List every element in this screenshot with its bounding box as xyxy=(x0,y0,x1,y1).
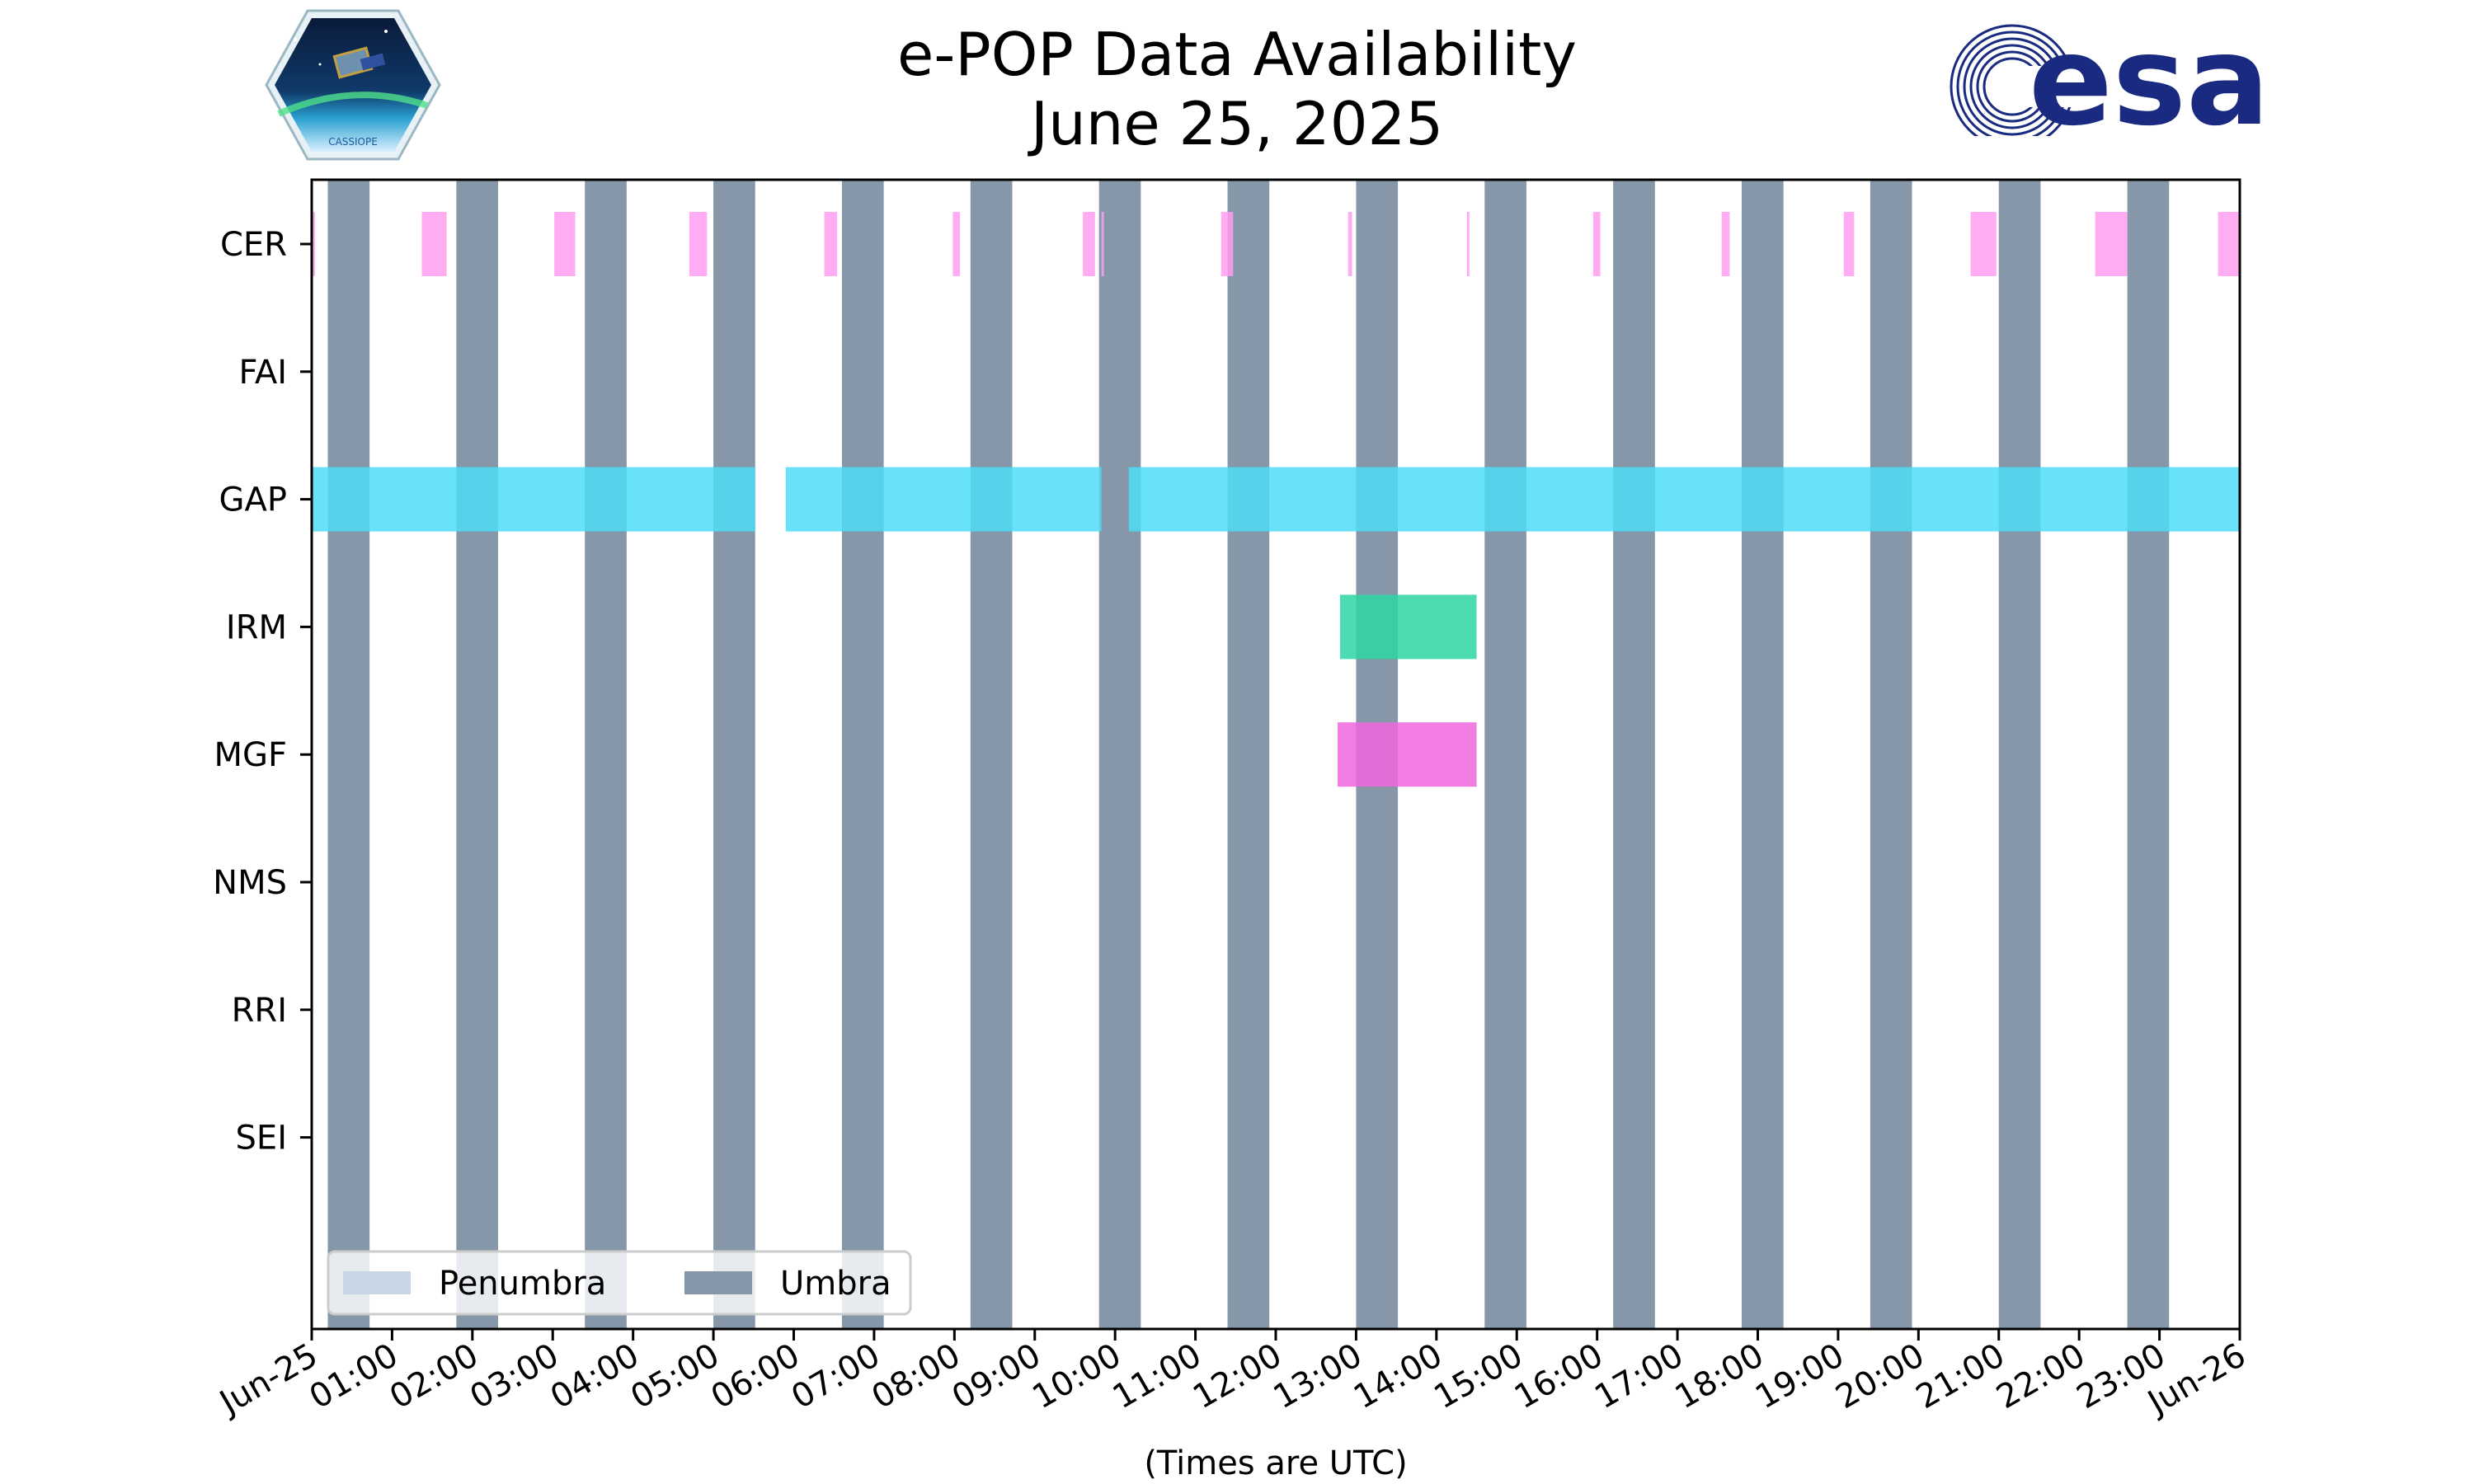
availability-bar-cer xyxy=(952,212,961,276)
cassiope-text: CASSIOPE xyxy=(328,136,378,148)
y-tick-label: MGF xyxy=(214,736,287,774)
x-tick-label: 05:00 xyxy=(624,1336,726,1416)
availability-bar-cer xyxy=(1348,212,1352,276)
x-tick-label: 22:00 xyxy=(1990,1336,2091,1416)
y-tick-label: SEI xyxy=(236,1120,287,1158)
chart-title: e-POP Data Availability xyxy=(897,20,1577,89)
umbra-band xyxy=(841,180,884,1329)
availability-bar-cer xyxy=(1592,212,1601,276)
legend-label-umbra: Umbra xyxy=(780,1265,891,1303)
umbra-band xyxy=(1742,180,1784,1329)
y-tick-label: FAI xyxy=(239,354,288,392)
umbra-band xyxy=(1613,180,1655,1329)
x-tick-label: 06:00 xyxy=(705,1336,807,1416)
y-tick-label: RRI xyxy=(232,992,287,1030)
y-tick-label: NMS xyxy=(213,864,287,902)
x-tick-label: 19:00 xyxy=(1749,1336,1851,1416)
availability-bar-cer xyxy=(312,212,315,276)
x-tick-label: 07:00 xyxy=(785,1336,887,1416)
umbra-band xyxy=(1484,180,1526,1329)
availability-bar-cer xyxy=(1843,212,1855,276)
availability-bar-cer xyxy=(1970,212,1997,276)
availability-bar-cer xyxy=(1083,212,1095,276)
legend: Penumbra Umbra xyxy=(327,1250,912,1316)
availability-bar-cer xyxy=(2218,212,2240,276)
x-tick-label: 09:00 xyxy=(946,1336,1047,1416)
availability-bar-mgf xyxy=(1338,722,1477,787)
availability-bar-gap xyxy=(312,467,755,532)
x-axis: Jun-2501:0002:0003:0004:0005:0006:0007:0… xyxy=(212,1329,2252,1423)
x-tick-label: 17:00 xyxy=(1588,1336,1690,1416)
availability-bar-cer xyxy=(421,212,447,276)
availability-bar-gap xyxy=(785,467,1102,532)
x-tick-label: 12:00 xyxy=(1187,1336,1288,1416)
availability-bar-cer xyxy=(2095,212,2128,276)
umbra-band xyxy=(1098,180,1141,1329)
y-tick-label: CER xyxy=(220,226,287,264)
cassiope-patch-logo: CASSIOPE xyxy=(265,9,441,161)
umbra-band xyxy=(2127,180,2170,1329)
umbra-layer xyxy=(327,180,2170,1329)
x-tick-label: 01:00 xyxy=(303,1336,405,1416)
x-tick-label: 15:00 xyxy=(1427,1336,1529,1416)
chart-subtitle: June 25, 2025 xyxy=(1030,89,1444,158)
legend-swatch-penumbra xyxy=(343,1271,411,1294)
x-tick-label: 13:00 xyxy=(1268,1336,1369,1416)
legend-swatch-umbra xyxy=(684,1271,752,1294)
umbra-band xyxy=(970,180,1013,1329)
availability-bar-cer xyxy=(1466,212,1470,276)
x-tick-label: 08:00 xyxy=(865,1336,967,1416)
y-tick-label: GAP xyxy=(219,481,287,519)
umbra-band xyxy=(713,180,755,1329)
x-tick-label: 03:00 xyxy=(463,1336,565,1416)
x-tick-label: 20:00 xyxy=(1829,1336,1931,1416)
umbra-band xyxy=(1227,180,1270,1329)
x-tick-label: Jun-25 xyxy=(212,1336,324,1423)
x-tick-label: 18:00 xyxy=(1669,1336,1771,1416)
x-axis-label: (Times are UTC) xyxy=(1144,1444,1407,1482)
availability-bar-cer xyxy=(824,212,838,276)
esa-logo-text: esa xyxy=(2029,21,2269,136)
x-tick-label: 11:00 xyxy=(1107,1336,1208,1416)
legend-box xyxy=(327,1250,912,1316)
umbra-band xyxy=(1998,180,2041,1329)
legend-label-penumbra: Penumbra xyxy=(439,1265,606,1303)
availability-bar-cer xyxy=(1721,212,1730,276)
availability-bar-irm xyxy=(1339,594,1477,660)
x-tick-label: 14:00 xyxy=(1348,1336,1449,1416)
availability-bar-cer xyxy=(689,212,708,276)
availability-bar-cer xyxy=(1101,212,1104,276)
x-tick-label: 02:00 xyxy=(383,1336,485,1416)
x-tick-label: 04:00 xyxy=(544,1336,646,1416)
availability-bar-gap xyxy=(1128,467,2240,532)
series-layer xyxy=(312,212,2240,787)
x-tick-label: 10:00 xyxy=(1026,1336,1127,1416)
umbra-band xyxy=(456,180,499,1329)
x-tick-label: 21:00 xyxy=(1910,1336,2011,1416)
availability-bar-cer xyxy=(1221,212,1234,276)
y-axis: CER FAI GAP IRM MGF NMS RRI SEI xyxy=(213,226,312,1158)
umbra-band xyxy=(1870,180,1912,1329)
availability-bar-cer xyxy=(554,212,576,276)
umbra-band xyxy=(327,180,370,1329)
x-tick-label: 16:00 xyxy=(1508,1336,1610,1416)
umbra-band xyxy=(585,180,627,1329)
y-tick-label: IRM xyxy=(226,608,287,646)
esa-logo: esa xyxy=(1950,21,2269,136)
